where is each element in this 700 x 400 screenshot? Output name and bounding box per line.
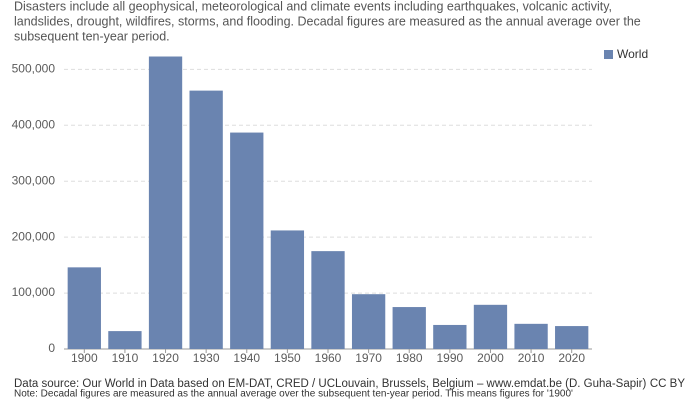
y-tick-label: 0	[48, 341, 55, 355]
x-tick-label: 1950	[274, 351, 301, 365]
bar	[108, 331, 142, 349]
subtitle-line: landslides, drought, wildfires, storms, …	[14, 14, 641, 28]
bar	[473, 304, 508, 349]
subtitle-line: subsequent ten-year period.	[14, 29, 170, 43]
source: Data source: Our World in Data based on …	[14, 378, 646, 390]
subtitle-line: Disasters include all geophysical, meteo…	[14, 0, 612, 13]
bar	[270, 230, 305, 349]
bar	[148, 56, 183, 349]
x-tick-label: 1980	[396, 351, 423, 365]
bar	[311, 251, 345, 349]
bar	[351, 294, 386, 349]
y-tick-label: 200,000	[12, 229, 56, 243]
bar	[67, 267, 101, 349]
x-tick-label: 1960	[315, 351, 342, 365]
x-tick-label: 2000	[477, 351, 504, 365]
note: Note: Decadal figures are measured as th…	[14, 389, 573, 400]
x-tick-label: 1970	[355, 351, 382, 365]
legend-swatch	[604, 50, 613, 59]
bar	[433, 324, 467, 349]
y-tick-label: 500,000	[12, 62, 56, 76]
x-tick-label: 1990	[436, 351, 463, 365]
bar	[514, 323, 548, 349]
x-tick-label: 1930	[193, 351, 220, 365]
bar	[555, 326, 589, 349]
license: CC BY	[650, 378, 685, 390]
x-tick-label: 1910	[112, 351, 139, 365]
x-tick-label: 1900	[71, 351, 98, 365]
legend-label: World	[617, 47, 648, 61]
y-tick-label: 100,000	[12, 285, 56, 299]
bar	[189, 90, 223, 349]
bar	[230, 132, 264, 349]
x-tick-label: 2010	[518, 351, 545, 365]
y-tick-label: 300,000	[12, 173, 56, 187]
bar	[392, 307, 426, 349]
x-tick-label: 2020	[558, 351, 585, 365]
y-tick-label: 400,000	[12, 117, 56, 131]
x-tick-label: 1940	[233, 351, 260, 365]
x-tick-label: 1920	[152, 351, 179, 365]
